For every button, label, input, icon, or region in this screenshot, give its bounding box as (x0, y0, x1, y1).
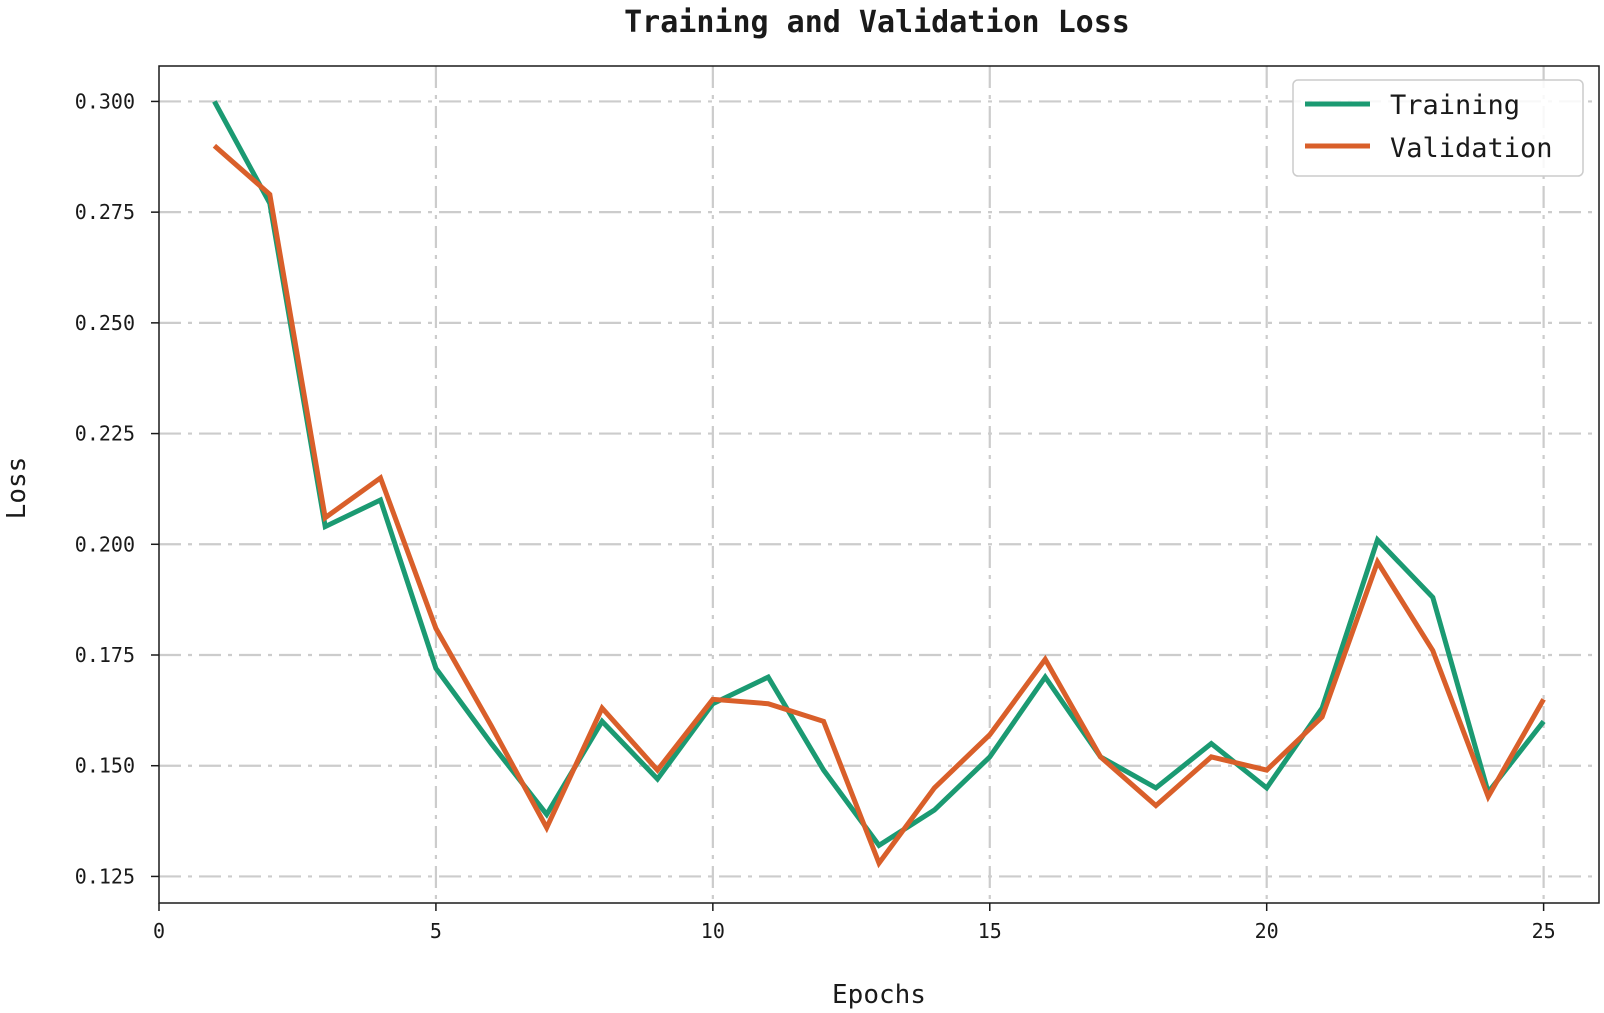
x-axis-label: Epochs (832, 980, 926, 1010)
x-tick-label-10: 10 (701, 919, 725, 943)
x-axis-ticks: 0 5 10 15 20 25 (153, 903, 1556, 943)
legend: Training Validation (1292, 79, 1584, 177)
legend-label-validation: Validation (1390, 133, 1553, 164)
y-tick-label-4: 0.225 (75, 422, 135, 446)
chart-title: Training and Validation Loss (624, 5, 1130, 40)
y-tick-label-0: 0.125 (75, 864, 135, 888)
y-tick-label-5: 0.250 (75, 311, 135, 335)
y-tick-label-1: 0.150 (75, 754, 135, 778)
series-line-training (212, 100, 1546, 849)
x-tick-label-0: 0 (153, 919, 165, 943)
x-tick-label-20: 20 (1255, 919, 1279, 943)
y-axis-ticks: 0.125 0.150 0.175 0.200 0.225 0.250 0.275 0.300 (75, 89, 159, 888)
y-tick-label-6: 0.275 (75, 200, 135, 224)
plot-frame (158, 65, 1600, 904)
x-tick-label-25: 25 (1532, 919, 1556, 943)
series-lines (212, 100, 1546, 869)
x-tick-label-15: 15 (978, 919, 1002, 943)
legend-label-training: Training (1390, 90, 1520, 121)
y-tick-label-3: 0.200 (75, 532, 135, 556)
y-axis-label: Loss (2, 457, 32, 520)
y-tick-label-2: 0.175 (75, 643, 135, 667)
x-tick-label-5: 5 (430, 919, 442, 943)
series-line-validation (212, 143, 1546, 869)
y-tick-label-7: 0.300 (75, 89, 135, 113)
